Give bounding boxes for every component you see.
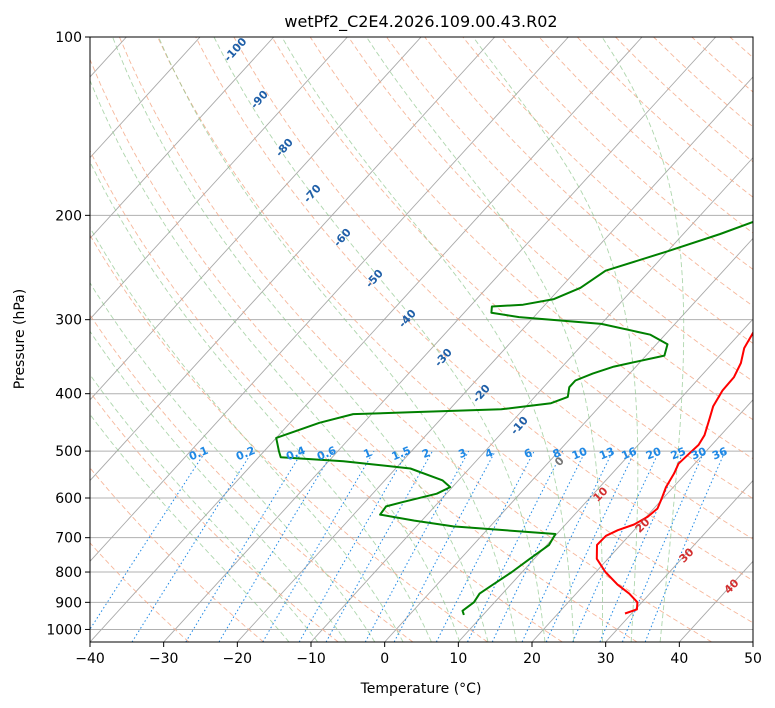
dry-adiabat-line — [271, 37, 753, 500]
x-tick-label: 0 — [380, 651, 389, 667]
isotherm-line — [605, 479, 753, 642]
moist-adiabat-line — [90, 160, 432, 642]
mixing-ratio-label: 30 — [689, 445, 708, 463]
dry-adiabat-line — [90, 149, 563, 642]
sounding-series — [275, 220, 753, 616]
x-axis-label: Temperature (°C) — [360, 681, 482, 697]
background-lines — [90, 37, 753, 642]
y-tick-label: 300 — [55, 313, 82, 329]
chart-title: wetPf2_C2E4.2026.109.00.43.R02 — [284, 12, 557, 32]
dewpoint-line — [275, 220, 753, 616]
isotherm-line — [90, 37, 422, 401]
x-tick-label: −30 — [149, 651, 179, 667]
x-tick-label: −40 — [75, 651, 105, 667]
mixing-ratio-label: 10 — [570, 445, 589, 463]
mixing-ratio-label: 36 — [710, 445, 729, 463]
mixing-ratio-line — [185, 450, 304, 642]
plot-background — [90, 37, 753, 642]
dry-adiabat-line — [118, 37, 712, 642]
temperature-line — [595, 330, 753, 615]
y-tick-label: 900 — [55, 595, 82, 611]
isotherm-line — [163, 37, 717, 642]
mixing-ratio-label: 20 — [644, 445, 663, 463]
moist-adiabat-line — [90, 226, 404, 642]
moist-adiabat-line — [90, 281, 376, 642]
mixing-ratio-line — [131, 450, 254, 642]
mixing-ratio-label: 1 — [361, 446, 373, 461]
isotherm-line — [237, 76, 753, 642]
moist-adiabat-line — [90, 79, 461, 642]
dry-adiabat-line — [424, 37, 753, 344]
x-tick-label: −10 — [296, 651, 326, 667]
moist-adiabat-line — [601, 37, 685, 642]
moist-adiabat-line — [90, 413, 290, 642]
mixing-ratio-line — [364, 450, 470, 642]
y-tick-label: 800 — [55, 565, 82, 581]
isotherm-line — [531, 399, 753, 642]
isotherm-line — [90, 37, 275, 240]
x-tick-label: 30 — [597, 651, 615, 667]
dry-adiabat-line — [157, 37, 753, 624]
mixing-ratio-line — [325, 450, 433, 642]
mixing-ratio-line — [90, 450, 207, 631]
y-tick-label: 400 — [55, 387, 82, 403]
y-axis-label: Pressure (hPa) — [12, 289, 28, 389]
mixing-ratio-line — [393, 450, 496, 642]
x-tick-label: 40 — [670, 651, 688, 667]
dry-adiabat-line — [386, 37, 753, 382]
axis-ticks: −40 −30 −20 −10 0 10 20 30 40 50 1000 900 800 700 600 5… — [46, 30, 762, 667]
moist-adiabat-line — [213, 37, 546, 642]
mixing-ratio-label: 16 — [620, 445, 639, 463]
isotherm-line — [90, 37, 201, 159]
mixing-ratio-line — [644, 450, 726, 642]
moist-adiabat-line — [281, 37, 575, 642]
mixing-ratio-label: 8 — [551, 446, 563, 461]
isotherm-line — [90, 37, 569, 562]
mixing-ratio-line — [621, 450, 705, 642]
x-tick-label: 20 — [523, 651, 541, 667]
x-tick-label: 50 — [744, 651, 762, 667]
mixing-ratio-label: 2 — [420, 446, 432, 461]
isotherm-line — [90, 37, 496, 482]
mixing-ratio-line — [572, 450, 660, 642]
y-tick-label: 600 — [55, 491, 82, 507]
dry-adiabat-line — [195, 37, 753, 582]
y-tick-label: 1000 — [46, 622, 82, 638]
y-tick-label: 700 — [55, 531, 82, 547]
mixing-ratio-label: 25 — [669, 445, 688, 463]
moist-adiabat-line — [90, 330, 347, 642]
plot-frame — [89, 36, 754, 643]
dry-adiabat-line — [309, 37, 753, 460]
y-tick-label: 200 — [55, 208, 82, 224]
mixing-ratio-label: 3 — [456, 446, 468, 461]
y-tick-label: 100 — [55, 30, 82, 46]
x-tick-label: −20 — [223, 651, 253, 667]
moist-adiabat-line — [158, 37, 517, 642]
moist-adiabat-line — [472, 37, 639, 642]
dry-adiabat-line — [233, 37, 753, 540]
dry-adiabat-line — [90, 314, 414, 642]
isotherm-line — [90, 37, 348, 320]
mixing-ratio-label: 13 — [597, 445, 616, 463]
y-tick-label: 500 — [55, 444, 82, 460]
moist-adiabat-line — [366, 37, 603, 642]
x-tick-label: 10 — [449, 651, 467, 667]
mixing-ratio-line — [467, 450, 564, 642]
isotherm-line — [752, 641, 753, 642]
isotherm-line — [90, 37, 643, 642]
